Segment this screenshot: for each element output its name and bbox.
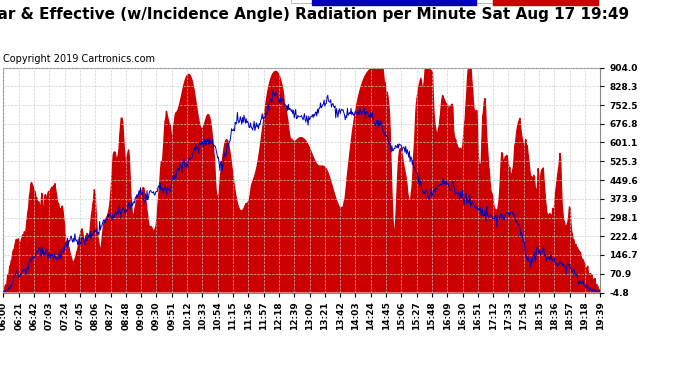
Text: Solar & Effective (w/Incidence Angle) Radiation per Minute Sat Aug 17 19:49: Solar & Effective (w/Incidence Angle) Ra… (0, 8, 629, 22)
Text: Copyright 2019 Cartronics.com: Copyright 2019 Cartronics.com (3, 54, 155, 64)
Legend: Radiation (Effective w/m2), Radiation (w/m2): Radiation (Effective w/m2), Radiation (w… (291, 0, 595, 3)
